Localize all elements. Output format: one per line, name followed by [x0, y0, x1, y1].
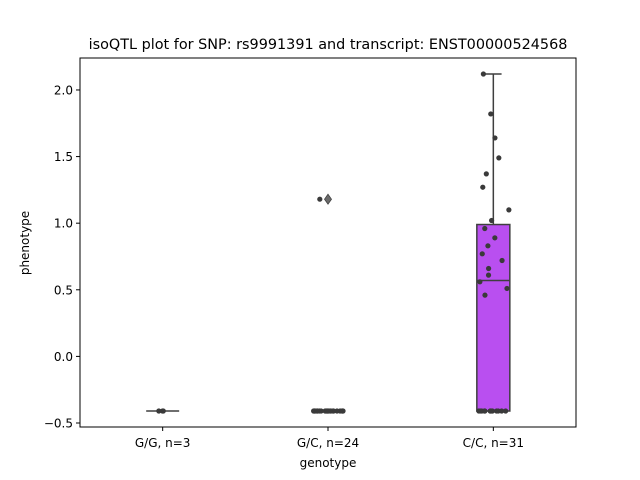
y-axis: −0.5 0.0 0.5 1.0 1.5 2.0 [44, 83, 80, 431]
data-point [480, 184, 486, 190]
chart-title: isoQTL plot for SNP: rs9991391 and trans… [89, 37, 568, 53]
x-tick-label: G/C, n=24 [297, 436, 359, 450]
y-tick-label: 2.0 [54, 83, 73, 97]
x-tick-label: C/C, n=31 [463, 436, 524, 450]
data-point [499, 257, 505, 264]
data-point [488, 217, 495, 224]
data-point [496, 155, 502, 161]
y-axis-label: phenotype [18, 211, 32, 275]
data-point [317, 196, 323, 202]
data-point [503, 408, 509, 414]
data-point [481, 408, 488, 414]
data-point [313, 408, 319, 414]
data-point [504, 285, 510, 292]
data-point [476, 408, 482, 414]
data-point [323, 408, 329, 414]
data-point [485, 272, 492, 278]
x-axis: G/G, n=3 G/C, n=24 C/C, n=31 [135, 427, 524, 450]
data-point [488, 111, 494, 117]
data-point [487, 408, 494, 414]
data-point [506, 207, 512, 213]
data-point [485, 243, 491, 249]
data-point [492, 135, 498, 141]
plot-layer [146, 71, 512, 414]
data-point [483, 171, 489, 177]
data-point [480, 71, 486, 77]
data-point [495, 408, 501, 414]
box-outlier-marker [324, 193, 332, 205]
x-tick-label: G/G, n=3 [135, 436, 191, 450]
data-point [160, 408, 166, 414]
data-point [339, 408, 346, 414]
y-tick-label: 1.5 [54, 150, 73, 164]
data-point [330, 408, 337, 414]
y-tick-label: 1.0 [54, 217, 73, 231]
data-point [492, 235, 498, 241]
data-point [156, 408, 162, 414]
data-point [479, 251, 485, 257]
y-tick-label: 0.5 [54, 283, 73, 297]
y-tick-label: −0.5 [44, 417, 73, 431]
y-tick-label: 0.0 [54, 350, 73, 364]
data-point [477, 279, 483, 285]
x-axis-label: genotype [300, 456, 357, 470]
data-point [482, 292, 488, 298]
data-point [482, 225, 488, 232]
data-point [485, 265, 492, 272]
